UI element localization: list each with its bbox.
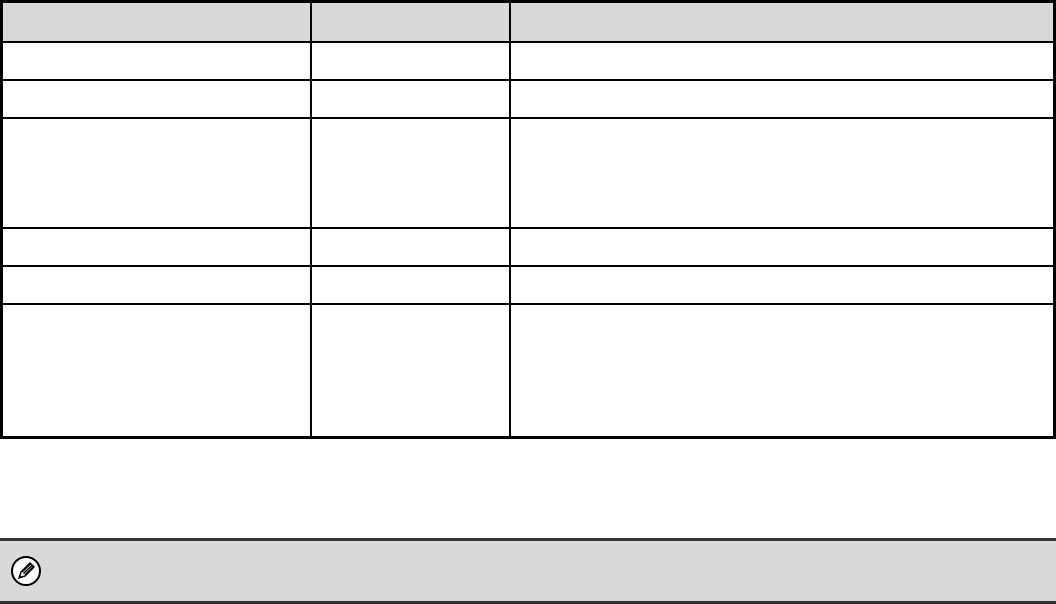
note-box	[0, 538, 1056, 604]
row-divider	[3, 227, 1053, 229]
table-header-row	[3, 3, 1053, 41]
pencil-icon	[11, 556, 41, 586]
column-divider	[509, 3, 511, 436]
row-divider	[3, 265, 1053, 267]
row-divider	[3, 41, 1053, 43]
row-divider	[3, 79, 1053, 81]
row-divider	[3, 303, 1053, 305]
row-divider	[3, 117, 1053, 119]
data-table	[0, 0, 1056, 439]
column-divider	[310, 3, 312, 436]
